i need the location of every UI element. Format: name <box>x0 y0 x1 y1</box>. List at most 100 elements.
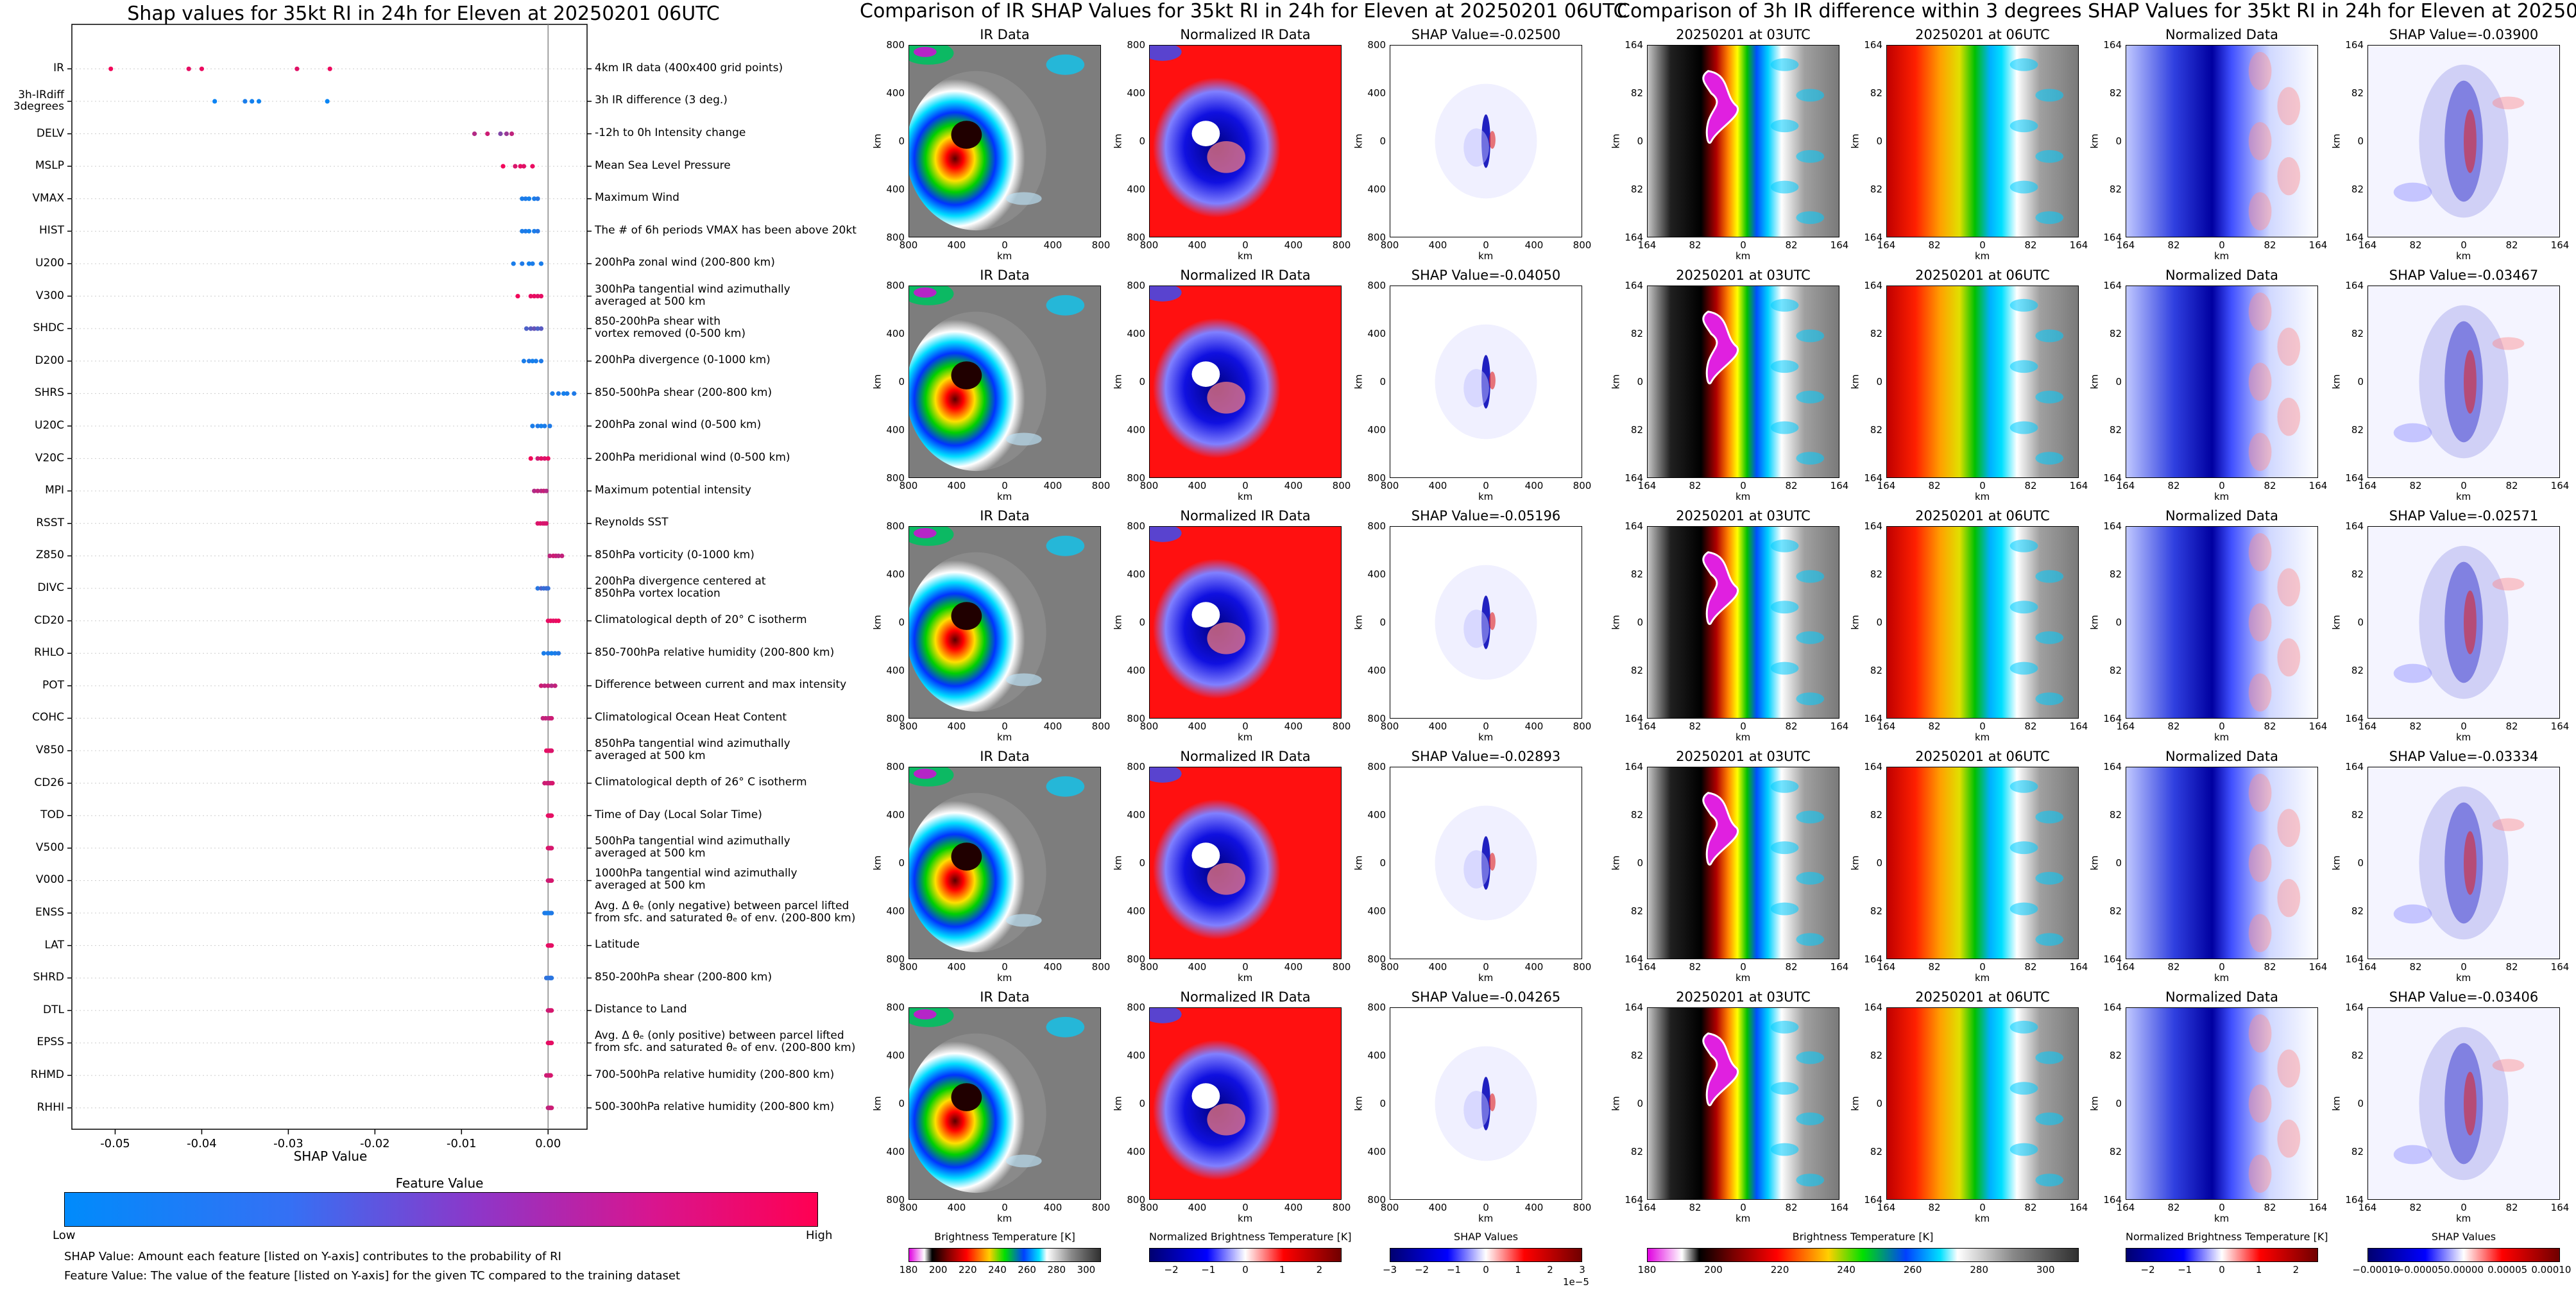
x-tick-label: 82 <box>1928 961 1941 973</box>
x-tick-label: 400 <box>1284 239 1303 251</box>
colorbar-label: Brightness Temperature [K] <box>1792 1231 1934 1243</box>
y-tick-label: 400 <box>1367 568 1386 580</box>
y-tick-label: 400 <box>1367 665 1386 676</box>
feature-name: V20C <box>35 451 64 465</box>
shap-point <box>549 1105 554 1111</box>
x-tick-label: 400 <box>1524 1202 1544 1213</box>
y-axis-label: km <box>1352 1096 1365 1111</box>
x-tick-label: 82 <box>1689 239 1702 251</box>
x-axis-label: km <box>2214 491 2230 502</box>
colorbar-tick-label: 220 <box>958 1264 977 1276</box>
x-axis-label: km <box>1238 1213 1253 1224</box>
y-tick-label: 164 <box>1625 1194 1643 1206</box>
y-axis-label: km <box>1610 855 1622 871</box>
x-axis-label: km <box>1736 731 1751 743</box>
shap-point <box>199 66 205 71</box>
y-tick-label: 82 <box>1870 328 1882 339</box>
y-tick-label: 0 <box>2357 1098 2364 1109</box>
x-tick-label: 82 <box>2409 721 2422 732</box>
x-tick-label: 800 <box>1573 721 1592 732</box>
y-tick-label: 800 <box>1127 280 1145 291</box>
colorbar-label: Brightness Temperature [K] <box>934 1231 1075 1243</box>
y-tick-label: 164 <box>1625 953 1643 965</box>
y-axis-label: km <box>1610 615 1622 630</box>
colorbar-tick-label: 0 <box>1483 1264 1489 1276</box>
x-tick-label: 400 <box>947 480 966 491</box>
feature-description: 500-300hPa relative humidity (200-800 km… <box>595 1100 835 1114</box>
x-tick-label: 82 <box>1689 480 1702 491</box>
y-tick-label: 0 <box>1876 857 1882 869</box>
x-tick-label: 400 <box>1043 239 1062 251</box>
y-tick-label: 164 <box>1625 520 1643 532</box>
x-tick-label: 82 <box>2409 961 2422 973</box>
y-tick-label: 400 <box>886 1146 905 1157</box>
feature-value-note: Feature Value: The value of the feature … <box>64 1269 681 1283</box>
feature-name: IR <box>53 62 64 75</box>
feature-name: V500 <box>35 841 64 854</box>
shap-point <box>186 66 191 71</box>
panel-title: IR Data <box>980 749 1030 764</box>
x-tick-label: 164 <box>2358 239 2377 251</box>
image-panel <box>1149 526 1342 719</box>
y-tick-label: 164 <box>2345 761 2364 773</box>
x-tick-label: 800 <box>1380 961 1399 973</box>
diff-background <box>1887 46 2078 237</box>
shap-point <box>532 326 537 331</box>
y-tick-label: 0 <box>1139 857 1145 869</box>
x-tick-label: 164 <box>2308 239 2328 251</box>
y-axis-label: km <box>871 1096 883 1111</box>
x-tick-label: 82 <box>2505 480 2518 491</box>
x-tick-label: 82 <box>1689 721 1702 732</box>
diff-normalized-colorbar <box>2126 1248 2318 1262</box>
y-tick-label: 800 <box>1367 761 1386 773</box>
feature-description: 500hPa tangential wind azimuthally avera… <box>595 834 790 860</box>
y-tick-label: 800 <box>1127 713 1145 724</box>
colorbar-tick-label: 1 <box>1279 1264 1286 1276</box>
image-panel <box>2367 286 2560 478</box>
x-tick-label: 164 <box>2069 239 2088 251</box>
feature-name: V850 <box>35 744 64 757</box>
y-tick-label: 164 <box>2103 761 2122 773</box>
x-tick-label: 0 <box>1483 480 1489 491</box>
x-tick-label: 0 <box>1483 721 1489 732</box>
feature-name: U200 <box>35 256 64 269</box>
y-tick-label: 82 <box>1630 328 1643 339</box>
x-tick-label: 800 <box>899 239 918 251</box>
x-axis-label: km <box>2456 972 2471 984</box>
x-tick-label: 82 <box>1785 721 1798 732</box>
colorbar-tick-label: 260 <box>1018 1264 1036 1276</box>
feature-description: Reynolds SST <box>595 516 669 529</box>
colorbar-tick-label: 3 <box>1579 1264 1585 1276</box>
feature-description: 850-200hPa shear with vortex removed (0-… <box>595 315 746 341</box>
panel-title: IR Data <box>980 27 1030 42</box>
y-tick-label: 164 <box>1864 520 1882 532</box>
x-axis-label: km <box>1975 491 1990 502</box>
colorbar-tick-label: 2 <box>1316 1264 1323 1276</box>
y-axis-label: km <box>871 374 883 389</box>
shap-point <box>549 1008 554 1013</box>
x-tick-label: 82 <box>2024 721 2037 732</box>
cold-cloud-top <box>1702 70 1739 144</box>
image-panel <box>908 767 1101 959</box>
x-tick-label: 400 <box>1284 480 1303 491</box>
y-tick-label: 400 <box>886 568 905 580</box>
x-tick-label: 0 <box>1002 721 1008 732</box>
shap-point <box>530 423 535 429</box>
y-tick-label: 400 <box>1367 1050 1386 1061</box>
shap-point <box>548 1073 553 1078</box>
panel-title: Normalized IR Data <box>1180 508 1311 524</box>
y-tick-label: 164 <box>1625 232 1643 243</box>
x-tick-label: 800 <box>1139 721 1159 732</box>
image-panel <box>2367 45 2560 237</box>
x-tick-label: 0 <box>1483 961 1489 973</box>
shap-point <box>556 619 561 624</box>
colorbar-tick-label: −0.00010 <box>2352 1264 2400 1276</box>
diff-background <box>1648 46 1839 237</box>
diff-normalized-background <box>2126 527 2317 718</box>
shap-point <box>500 164 506 169</box>
shap-point <box>549 715 554 721</box>
y-axis-label: km <box>2088 133 2101 149</box>
y-axis-label: km <box>1112 1096 1124 1111</box>
shap-point <box>472 131 477 137</box>
y-tick-label: 0 <box>1379 135 1386 147</box>
